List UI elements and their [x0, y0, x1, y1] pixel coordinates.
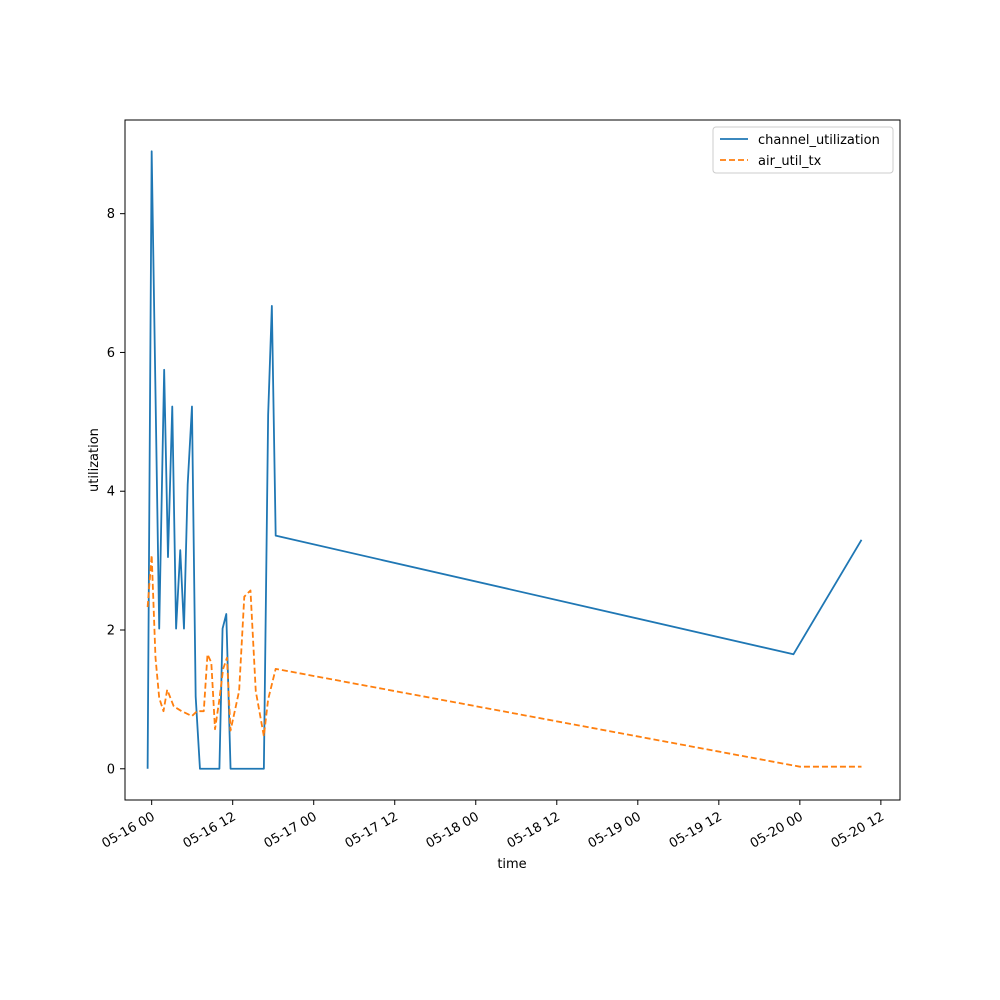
- x-tick-label: 05-16 00: [100, 809, 158, 851]
- x-tick-label: 05-16 12: [181, 809, 239, 851]
- y-tick-label: 6: [107, 346, 115, 361]
- plot-frame: [124, 119, 901, 801]
- y-tick-label: 2: [107, 624, 115, 639]
- x-tick-label: 05-19 12: [667, 809, 725, 851]
- series-line-channel-utilization: [146, 150, 863, 770]
- x-tick-label: 05-18 00: [424, 809, 482, 851]
- x-tick-label: 05-17 12: [343, 809, 401, 851]
- x-axis: 05-16 00 05-16 12 05-17 00 05-17 12 05-18 00…: [100, 800, 887, 852]
- legend-frame: [712, 126, 894, 174]
- legend: channel_utilization air_util_tx: [712, 126, 894, 174]
- y-axis-label: utilization: [87, 428, 102, 492]
- series-line-air-util-tx: [146, 554, 862, 768]
- x-tick-label: 05-19 00: [586, 809, 644, 851]
- x-tick-label: 05-20 12: [829, 809, 887, 851]
- y-tick-label: 4: [107, 485, 115, 500]
- x-tick-label: 05-20 00: [748, 809, 806, 851]
- legend-label-air-util-tx: air_util_tx: [758, 154, 822, 169]
- y-tick-label: 0: [107, 762, 115, 777]
- x-axis-label: time: [497, 857, 526, 872]
- legend-label-channel-utilization: channel_utilization: [758, 133, 880, 148]
- x-tick-label: 05-18 12: [505, 809, 563, 851]
- series-layer: [146, 150, 863, 770]
- x-tick-label: 05-17 00: [262, 809, 320, 851]
- y-tick-label: 8: [107, 207, 115, 222]
- plot-area: [125, 120, 900, 800]
- y-axis: 0 2 4 6 8: [107, 207, 125, 777]
